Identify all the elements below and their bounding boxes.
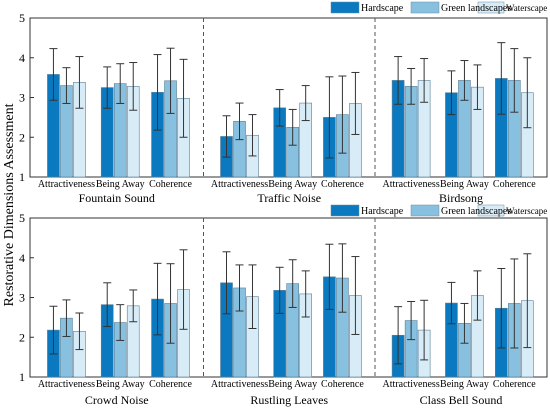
x-tick-label: Coherence: [321, 179, 364, 190]
legend-label: Waterscape: [506, 3, 547, 13]
x-tick-label: Coherence: [493, 379, 536, 390]
legend-swatch: [330, 204, 360, 217]
legend-swatch: [410, 1, 440, 14]
legend-label: Hardscape: [361, 3, 404, 14]
legend-label: Waterscape: [506, 206, 547, 216]
y-tick-label: 1: [19, 170, 25, 184]
legend-swatch: [410, 204, 440, 217]
legend-swatch: [477, 1, 505, 14]
y-tick-label: 4: [19, 251, 25, 265]
panel-title: Traffic Noise: [257, 191, 321, 205]
x-tick-label: Being Away: [440, 179, 489, 190]
x-tick-label: Coherence: [493, 179, 536, 190]
y-tick-label: 5: [19, 11, 25, 25]
x-tick-label: Being Away: [440, 379, 489, 390]
x-tick-label: Being Away: [96, 379, 145, 390]
panel-title: Class Bell Sound: [420, 393, 503, 407]
x-tick-label: Being Away: [96, 179, 145, 190]
x-tick-label: Coherence: [321, 379, 364, 390]
y-tick-label: 5: [19, 211, 25, 225]
y-axis-label: Restorative Dimensions Assessment: [2, 103, 17, 306]
x-tick-label: Attractiveness: [38, 379, 95, 390]
panel-title: Crowd Noise: [85, 393, 149, 407]
x-tick-label: Attractiveness: [383, 179, 440, 190]
x-tick-label: Attractiveness: [211, 179, 268, 190]
y-tick-label: 1: [19, 370, 25, 384]
legend-label: Hardscape: [361, 206, 404, 217]
x-tick-label: Attractiveness: [383, 379, 440, 390]
panel-title: Birdsong: [439, 191, 483, 205]
y-tick-label: 4: [19, 51, 25, 65]
legend-label: Green landscapes: [441, 206, 511, 217]
y-tick-label: 2: [19, 130, 25, 144]
legend-label: Green landscapes: [441, 3, 511, 14]
x-tick-label: Attractiveness: [211, 379, 268, 390]
y-tick-label: 3: [19, 91, 25, 105]
x-tick-label: Being Away: [268, 379, 317, 390]
y-tick-label: 2: [19, 330, 25, 344]
y-tick-label: 3: [19, 291, 25, 305]
x-tick-label: Coherence: [149, 179, 192, 190]
panel-title: Rustling Leaves: [250, 393, 328, 407]
x-tick-label: Coherence: [149, 379, 192, 390]
x-tick-label: Attractiveness: [38, 179, 95, 190]
x-tick-label: Being Away: [268, 179, 317, 190]
legend-swatch: [330, 1, 360, 14]
legend-swatch: [477, 204, 505, 217]
panel-title: Fountain Sound: [79, 191, 155, 205]
